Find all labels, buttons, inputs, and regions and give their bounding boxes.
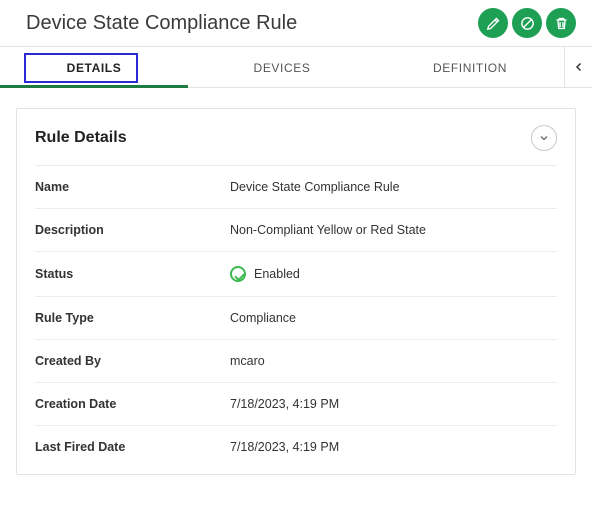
detail-row: Last Fired Date7/18/2023, 4:19 PM: [35, 425, 557, 468]
detail-row: Status Enabled: [35, 251, 557, 296]
detail-row-value-text: mcaro: [230, 354, 265, 368]
detail-row-label: Creation Date: [35, 397, 230, 411]
card-title: Rule Details: [35, 129, 127, 147]
detail-row-value-text: 7/18/2023, 4:19 PM: [230, 440, 339, 454]
rule-details-card: Rule Details NameDevice State Compliance…: [16, 108, 576, 475]
detail-row-value-text: Non-Compliant Yellow or Red State: [230, 223, 426, 237]
card-body: NameDevice State Compliance RuleDescript…: [35, 165, 557, 468]
card-header: Rule Details: [35, 109, 557, 165]
detail-row: NameDevice State Compliance Rule: [35, 165, 557, 208]
trash-icon: [553, 15, 570, 32]
detail-row-label: Status: [35, 267, 230, 281]
tabs-row: DETAILSDEVICESDEFINITION: [0, 46, 592, 88]
detail-row-value: Enabled: [230, 266, 300, 282]
detail-row-label: Name: [35, 180, 230, 194]
chevron-down-icon: [538, 132, 550, 144]
detail-row-value: Non-Compliant Yellow or Red State: [230, 223, 426, 237]
detail-row-label: Rule Type: [35, 311, 230, 325]
detail-row: Creation Date7/18/2023, 4:19 PM: [35, 382, 557, 425]
detail-row-value-text: 7/18/2023, 4:19 PM: [230, 397, 339, 411]
pencil-icon: [485, 15, 502, 32]
tab-definition[interactable]: DEFINITION: [376, 47, 564, 87]
disable-button[interactable]: [512, 8, 542, 38]
header-actions: [478, 8, 576, 38]
detail-row-value-text: Compliance: [230, 311, 296, 325]
detail-row: DescriptionNon-Compliant Yellow or Red S…: [35, 208, 557, 251]
detail-row-label: Last Fired Date: [35, 440, 230, 454]
detail-row-value: 7/18/2023, 4:19 PM: [230, 397, 339, 411]
delete-button[interactable]: [546, 8, 576, 38]
chevron-left-icon: [573, 61, 585, 73]
collapse-panel-button[interactable]: [564, 47, 592, 87]
detail-row-value-text: Device State Compliance Rule: [230, 180, 400, 194]
detail-row-label: Created By: [35, 354, 230, 368]
page-header: Device State Compliance Rule: [0, 0, 592, 46]
collapse-card-button[interactable]: [531, 125, 557, 151]
detail-row-value-text: Enabled: [254, 267, 300, 281]
detail-row-value: mcaro: [230, 354, 265, 368]
detail-row-label: Description: [35, 223, 230, 237]
tabs: DETAILSDEVICESDEFINITION: [0, 47, 564, 87]
status-enabled-icon: [230, 266, 246, 282]
detail-row-value: 7/18/2023, 4:19 PM: [230, 440, 339, 454]
tab-devices[interactable]: DEVICES: [188, 47, 376, 87]
disable-icon: [519, 15, 536, 32]
page-title: Device State Compliance Rule: [26, 12, 297, 35]
detail-row: Created Bymcaro: [35, 339, 557, 382]
edit-button[interactable]: [478, 8, 508, 38]
tab-details[interactable]: DETAILS: [0, 47, 188, 87]
detail-row-value: Compliance: [230, 311, 296, 325]
detail-row: Rule TypeCompliance: [35, 296, 557, 339]
detail-row-value: Device State Compliance Rule: [230, 180, 400, 194]
